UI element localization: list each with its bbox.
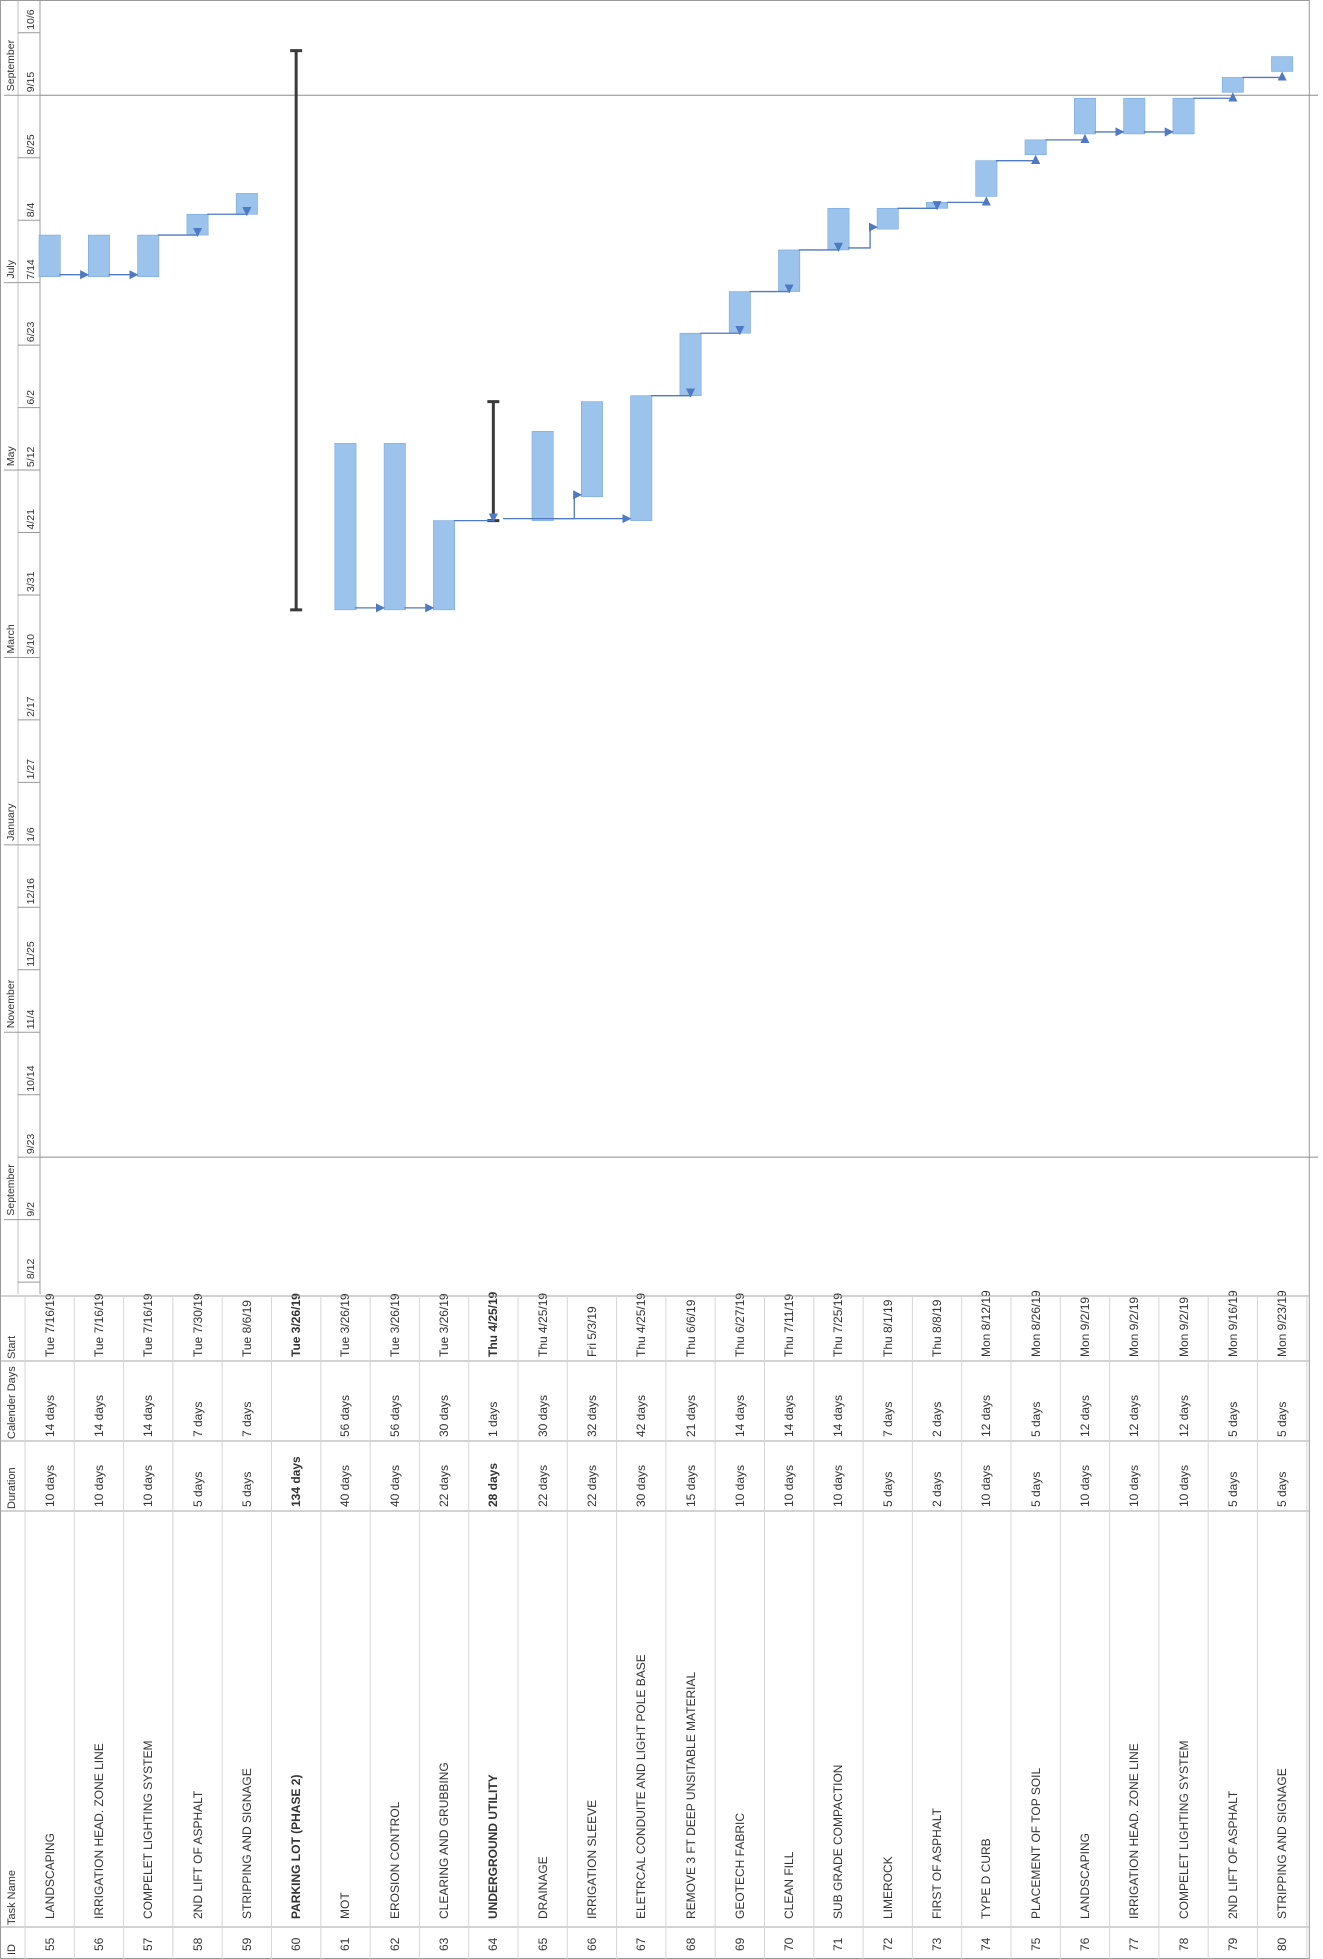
major-tick-label: September <box>5 1164 17 1216</box>
dependency-link <box>848 222 879 249</box>
minor-tick-label: 6/2 <box>25 390 37 405</box>
minor-tick-label: 4/21 <box>25 509 37 530</box>
dependency-link <box>700 326 745 336</box>
minor-tick-label: 1/27 <box>25 759 37 780</box>
dependency-link <box>453 513 498 523</box>
major-tick-label: January <box>5 803 17 841</box>
task-bar <box>88 234 110 278</box>
task-bar <box>137 234 160 278</box>
minor-tick-label: 9/15 <box>25 72 37 93</box>
task-bar <box>679 332 702 396</box>
dependency-link <box>157 227 203 237</box>
minor-tick-label: 9/23 <box>25 1134 37 1155</box>
dependency-link <box>749 284 794 294</box>
task-bar <box>1221 77 1244 93</box>
task-bar <box>1172 97 1195 135</box>
minor-tick-label: 10/14 <box>25 1065 37 1091</box>
minor-tick-label: 3/10 <box>25 634 37 655</box>
minor-tick-label: 8/12 <box>25 1259 37 1280</box>
dependency-link <box>1045 134 1090 144</box>
task-bar <box>186 213 209 236</box>
dependency-link <box>552 490 583 520</box>
dependency-link <box>897 201 942 211</box>
minor-tick-label: 11/25 <box>25 941 37 967</box>
task-bar <box>383 442 406 611</box>
dependency-link <box>207 207 252 217</box>
minor-tick-label: 5/12 <box>25 446 37 467</box>
task-bar <box>580 401 603 498</box>
major-tick-label: September <box>5 39 17 91</box>
dependency-link <box>798 242 843 252</box>
task-bar <box>778 249 801 292</box>
task-bar <box>433 520 455 611</box>
task-bar <box>975 160 998 197</box>
task-bar <box>728 291 751 334</box>
task-bar <box>1074 97 1096 135</box>
task-bar <box>630 395 653 521</box>
task-bar <box>1024 139 1047 156</box>
task-bar <box>1123 97 1146 135</box>
dependency-link <box>1193 92 1238 102</box>
task-bar <box>531 431 554 521</box>
dependency-link <box>1242 71 1287 81</box>
minor-tick-label: 2/17 <box>25 696 37 717</box>
dependency-link <box>650 388 696 398</box>
task-bar <box>926 202 949 209</box>
minor-tick-label: 1/6 <box>25 827 37 842</box>
task-bar <box>235 193 258 215</box>
minor-tick-label: 8/25 <box>25 134 37 155</box>
minor-tick-label: 8/4 <box>25 202 37 217</box>
major-tick-label: November <box>5 979 17 1028</box>
minor-tick-label: 7/14 <box>25 259 37 280</box>
minor-tick-label: 3/31 <box>25 571 37 592</box>
dependency-link <box>946 196 991 206</box>
major-tick-label: March <box>5 624 17 653</box>
minor-tick-label: 9/2 <box>25 1202 37 1217</box>
task-bar <box>334 442 357 611</box>
minor-tick-label: 12/16 <box>25 878 37 904</box>
dependency-link <box>996 154 1041 164</box>
major-tick-label: May <box>5 445 17 466</box>
minor-tick-label: 6/23 <box>25 322 37 343</box>
task-bar <box>38 234 61 278</box>
minor-tick-label: 10/6 <box>25 9 37 30</box>
task-bar <box>827 207 850 251</box>
task-bar <box>876 207 899 230</box>
minor-tick-label: 11/4 <box>25 1009 37 1029</box>
major-tick-label: July <box>5 259 17 278</box>
task-bar <box>1271 56 1294 72</box>
